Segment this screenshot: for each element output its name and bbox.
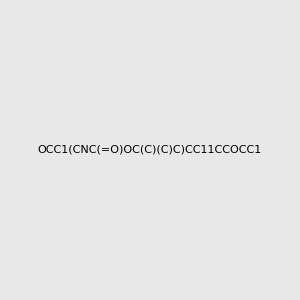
Text: OCC1(CNC(=O)OC(C)(C)C)CC11CCOCC1: OCC1(CNC(=O)OC(C)(C)C)CC11CCOCC1	[38, 145, 262, 155]
